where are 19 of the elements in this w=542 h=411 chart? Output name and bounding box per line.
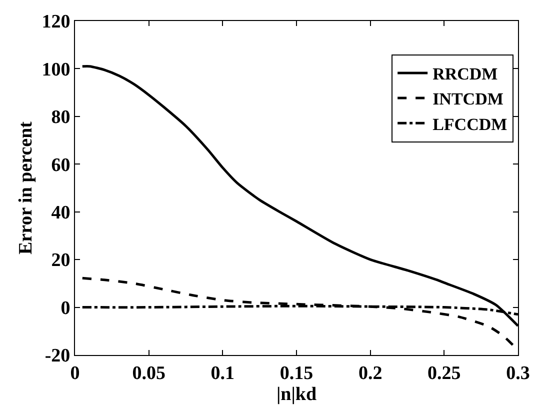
x-tick-label: 0.2: [358, 362, 382, 384]
x-tick-label: 0.05: [132, 362, 166, 384]
y-tick-label: 40: [51, 202, 70, 224]
y-tick-label: 80: [51, 107, 70, 128]
y-tick-label: 100: [42, 59, 70, 80]
y-tick-label: 20: [51, 250, 70, 272]
legend-label: RRCDM: [432, 64, 498, 84]
x-axis-title: |n|kd: [276, 384, 317, 405]
x-tick-label: 0.1: [210, 362, 235, 384]
y-tick-label: 60: [51, 154, 70, 176]
y-tick-label: 0: [60, 298, 70, 319]
x-tick-label: 0.3: [506, 362, 530, 384]
y-tick-label: -20: [44, 346, 70, 367]
x-tick-label: 0.15: [280, 362, 314, 384]
legend-label: INTCDM: [432, 90, 504, 109]
x-tick-label: 0.25: [428, 362, 461, 384]
y-axis-title: Error in percent: [16, 120, 37, 254]
legend-label: LFCCDM: [432, 114, 508, 134]
y-tick-label: 120: [42, 12, 70, 33]
